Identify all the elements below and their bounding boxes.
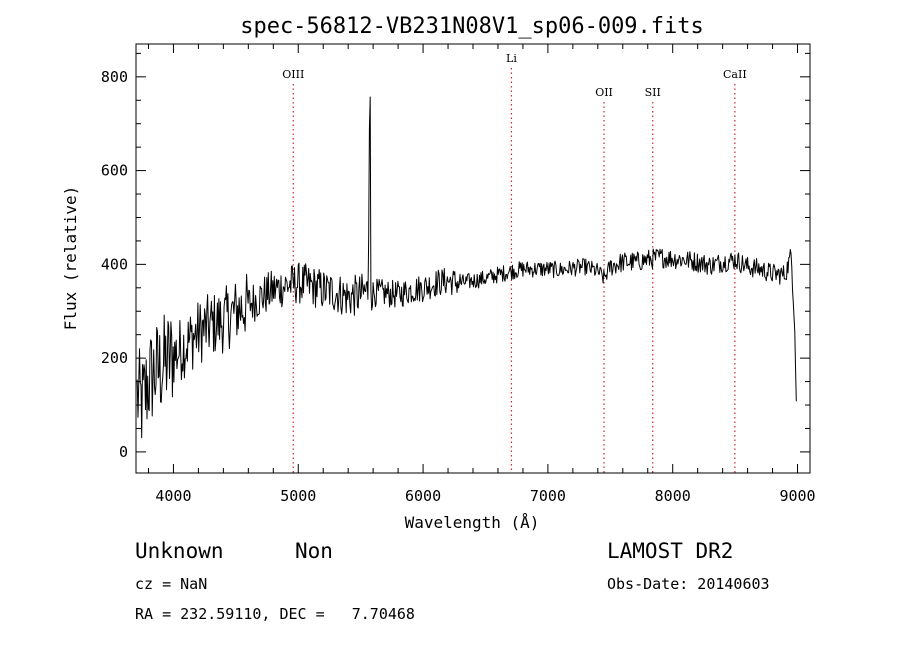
- coordinates: RA = 232.59110, DEC = 7.70468: [135, 605, 415, 623]
- line-label-oiii: OIII: [282, 68, 304, 81]
- y-tick-label: 400: [101, 255, 128, 273]
- observation-date: Obs-Date: 20140603: [607, 575, 770, 593]
- survey-name: LAMOST DR2: [607, 539, 734, 563]
- object-subclass: Non: [295, 539, 333, 563]
- y-tick-label: 800: [101, 68, 128, 86]
- x-tick-label: 4000: [155, 487, 191, 505]
- line-label-oii: OII: [595, 86, 613, 99]
- y-tick-label: 200: [101, 349, 128, 367]
- y-tick-label: 0: [119, 443, 128, 461]
- line-label-li: Li: [506, 52, 517, 65]
- y-tick-label: 600: [101, 162, 128, 180]
- spectrum-plot: spec-56812-VB231N08V1_sp06-009.fits 4000…: [61, 14, 816, 532]
- emission-line-markers: OIII Li OII SII CaII: [282, 52, 747, 473]
- x-axis-label: Wavelength (Å): [405, 513, 540, 532]
- chart-title: spec-56812-VB231N08V1_sp06-009.fits: [240, 14, 704, 39]
- x-tick-label: 6000: [405, 487, 441, 505]
- x-tick-label: 8000: [655, 487, 691, 505]
- spectrum-line: [136, 96, 797, 439]
- object-type: Unknown: [135, 539, 224, 563]
- line-label-caii: CaII: [723, 68, 747, 81]
- line-label-sii: SII: [645, 86, 661, 99]
- x-tick-label: 7000: [530, 487, 566, 505]
- y-axis-label: Flux (relative): [61, 186, 80, 331]
- x-tick-label: 5000: [280, 487, 316, 505]
- axis-ticks: 4000 5000 6000 7000 8000 9000 0 200 400 600 800: [101, 44, 816, 505]
- x-tick-label: 9000: [779, 487, 815, 505]
- redshift-cz: cz = NaN: [135, 575, 208, 593]
